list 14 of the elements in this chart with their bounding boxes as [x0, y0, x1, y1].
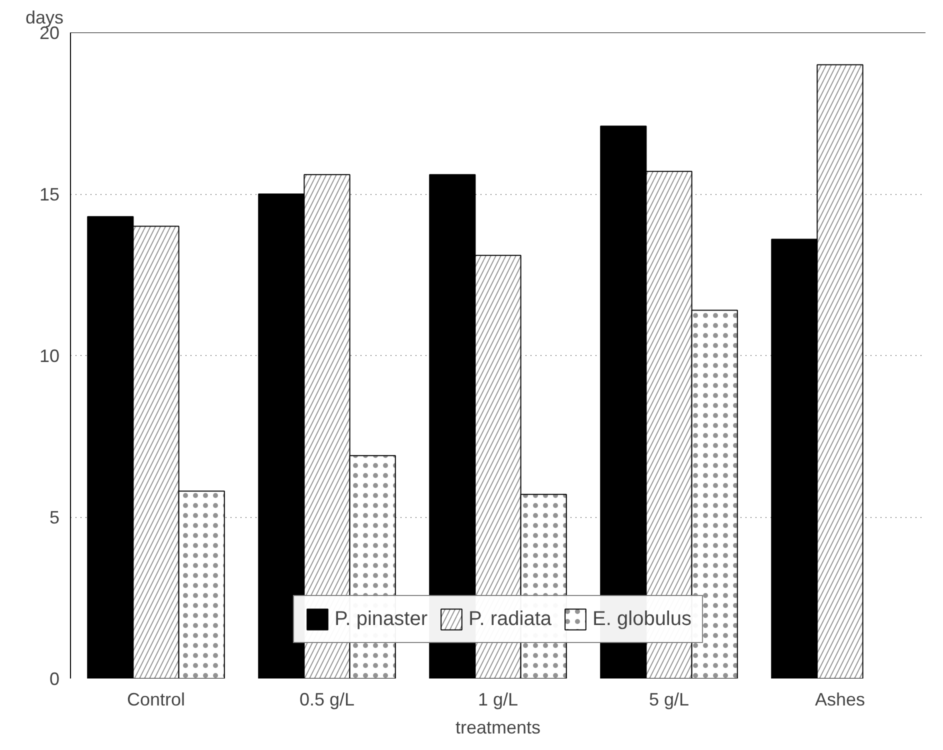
legend-label: P. pinaster	[334, 608, 428, 630]
y-tick-label: 10	[39, 346, 60, 366]
x-tick-label: Ashes	[814, 690, 866, 710]
legend-label: E. globulus	[592, 608, 692, 630]
x-tick-label: 1 g/L	[478, 690, 518, 710]
y-tick-label: 15	[39, 184, 60, 204]
x-axis-title: treatments	[455, 718, 541, 738]
legend-label: P. radiata	[468, 608, 552, 630]
y-axis-title: days	[26, 8, 64, 28]
x-tick-label: 0.5 g/L	[299, 690, 355, 710]
x-tick-label: Control	[126, 690, 186, 710]
x-tick-label: 5 g/L	[648, 690, 690, 710]
y-tick-label: 0	[49, 669, 60, 689]
y-tick-label: 5	[49, 508, 60, 528]
